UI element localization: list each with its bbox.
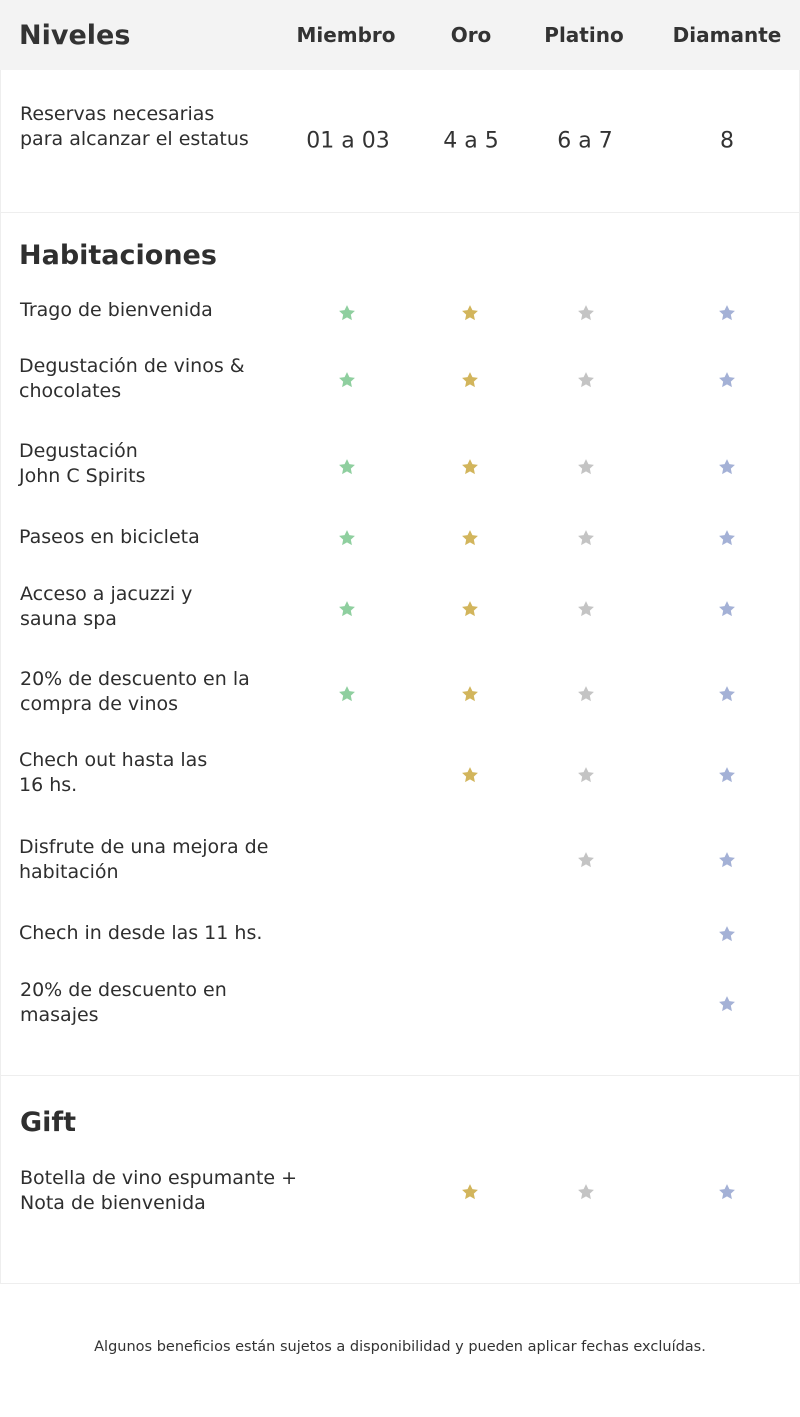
room-star-diamante-icon [717, 370, 737, 390]
room-star-oro-icon [460, 599, 480, 619]
tier-header-diamante: Diamante [672, 23, 782, 47]
reservations-diamante: 8 [720, 128, 734, 154]
tiers-header: Niveles Miembro Oro Platino Diamante [0, 0, 800, 70]
room-star-oro-icon [460, 684, 480, 704]
benefit-label: Degustación John C Spirits [19, 440, 146, 487]
rooms-panel [0, 212, 800, 1076]
benefit-label: Trago de bienvenida [20, 299, 213, 321]
tier-header-miembro: Miembro [296, 23, 396, 47]
benefit-label: Acceso a jacuzzi y sauna spa [20, 583, 193, 630]
gift-star-diamante-icon [717, 1182, 737, 1202]
room-star-platino-icon [576, 850, 596, 870]
reservations-label: Reservas necesarias para alcanzar el est… [20, 103, 249, 150]
gift-star-oro-icon [460, 1182, 480, 1202]
rooms-section-title: Habitaciones [19, 240, 217, 271]
room-star-platino-icon [576, 528, 596, 548]
benefit-label: 20% de descuento en masajes [20, 979, 227, 1026]
room-star-miembro-icon [337, 599, 357, 619]
gift-section-title: Gift [20, 1107, 77, 1138]
benefit-label: Chech in desde las 11 hs. [19, 922, 263, 944]
room-star-miembro-icon [337, 684, 357, 704]
page-title: Niveles [19, 19, 131, 51]
room-star-diamante-icon [717, 850, 737, 870]
reservations-oro: 4 a 5 [443, 128, 499, 154]
room-star-platino-icon [576, 303, 596, 323]
room-star-platino-icon [576, 457, 596, 477]
room-star-oro-icon [460, 370, 480, 390]
room-star-diamante-icon [717, 994, 737, 1014]
benefit-label: 20% de descuento en la compra de vinos [20, 668, 250, 715]
room-star-platino-icon [576, 599, 596, 619]
room-star-miembro-icon [337, 528, 357, 548]
benefit-label: Degustación de vinos & chocolates [19, 355, 245, 402]
room-star-miembro-icon [337, 370, 357, 390]
benefit-label: Disfrute de una mejora de habitación [19, 836, 269, 883]
tier-header-oro: Oro [450, 23, 492, 47]
disclaimer-note: Algunos beneficios están sujetos a dispo… [94, 1339, 706, 1355]
benefit-label: Paseos en bicicleta [19, 526, 200, 548]
reservations-miembro: 01 a 03 [306, 128, 390, 154]
room-star-miembro-icon [337, 457, 357, 477]
room-star-platino-icon [576, 370, 596, 390]
room-star-diamante-icon [717, 457, 737, 477]
room-star-oro-icon [460, 765, 480, 785]
room-star-diamante-icon [717, 924, 737, 944]
room-star-diamante-icon [717, 765, 737, 785]
room-star-platino-icon [576, 684, 596, 704]
room-star-oro-icon [460, 528, 480, 548]
reservations-platino: 6 a 7 [557, 128, 613, 154]
room-star-diamante-icon [717, 599, 737, 619]
tier-header-platino: Platino [544, 23, 624, 47]
benefit-label: Chech out hasta las 16 hs. [19, 749, 208, 796]
room-star-platino-icon [576, 765, 596, 785]
room-star-oro-icon [460, 457, 480, 477]
room-star-diamante-icon [717, 303, 737, 323]
room-star-oro-icon [460, 303, 480, 323]
gift-star-platino-icon [576, 1182, 596, 1202]
gift-label: Botella de vino espumante + Nota de bien… [20, 1167, 298, 1214]
room-star-diamante-icon [717, 684, 737, 704]
room-star-miembro-icon [337, 303, 357, 323]
room-star-diamante-icon [717, 528, 737, 548]
